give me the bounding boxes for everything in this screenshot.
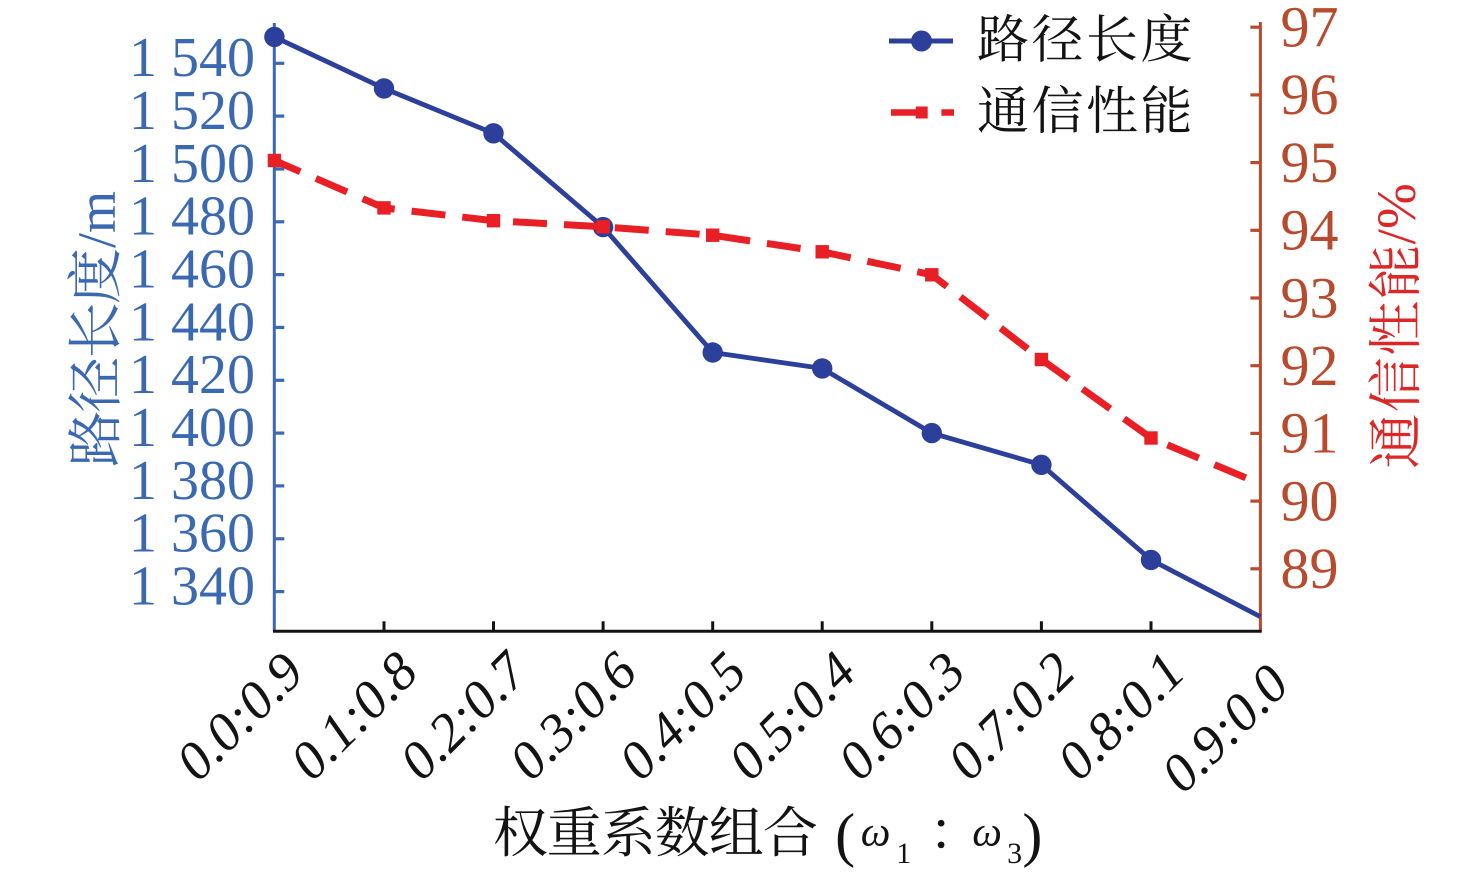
svg-text:1 340: 1 340 [129,556,255,618]
svg-text:1 420: 1 420 [129,344,255,406]
svg-text:1 540: 1 540 [129,27,255,89]
svg-text:1 400: 1 400 [129,397,255,459]
svg-text:): ) [1022,802,1042,868]
svg-text:90: 90 [1281,468,1339,533]
svg-text:ω: ω [972,810,1002,856]
svg-text:96: 96 [1281,62,1339,127]
svg-text:ω: ω [861,810,891,856]
svg-text:3: 3 [1007,837,1022,870]
svg-text:95: 95 [1281,130,1339,195]
svg-text:1 520: 1 520 [129,80,255,142]
svg-text:92: 92 [1281,333,1339,398]
svg-text:(: ( [835,802,855,868]
svg-text:1: 1 [896,837,911,870]
svg-text:89: 89 [1281,536,1339,601]
svg-text:1 440: 1 440 [129,291,255,353]
svg-text:1 500: 1 500 [129,133,255,195]
svg-text:91: 91 [1281,401,1339,466]
svg-text:1 480: 1 480 [129,186,255,248]
svg-text:93: 93 [1281,265,1339,330]
svg-text:1 360: 1 360 [129,503,255,565]
svg-text:/m: /m [67,191,127,248]
svg-text:1 380: 1 380 [129,450,255,512]
svg-text:1 460: 1 460 [129,239,255,301]
svg-text:94: 94 [1281,198,1339,263]
svg-text:97: 97 [1281,0,1339,60]
svg-text:/%: /% [1366,183,1427,244]
